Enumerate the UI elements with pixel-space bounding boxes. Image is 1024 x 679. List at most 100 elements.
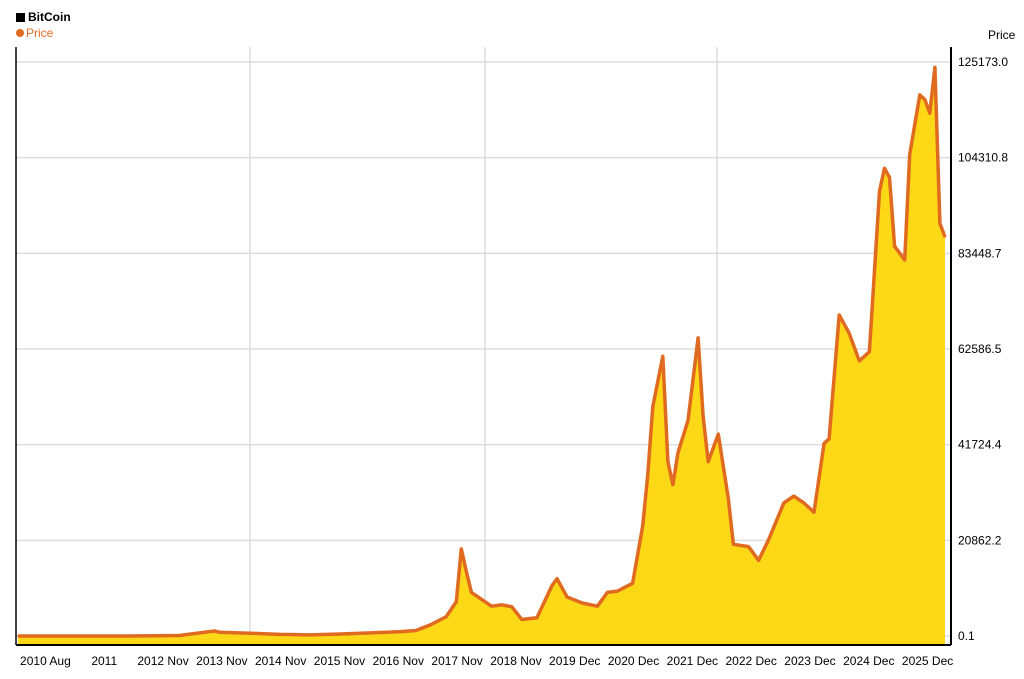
price-point [707,460,709,463]
x-tick-label: 2022 Dec [725,654,776,668]
price-point [823,442,825,445]
price-point [178,634,181,637]
price-point [667,460,669,463]
price-point [279,633,281,636]
legend-title: BitCoin [28,10,71,24]
price-point [551,584,553,587]
price-point [747,545,750,548]
x-tick-label: 2014 Nov [255,654,306,668]
price-point [878,190,881,192]
price-point [415,629,417,632]
x-tick-label: 2019 Dec [549,654,600,668]
price-point [929,112,931,115]
price-point [470,591,473,594]
price-point [128,635,130,637]
price-area [18,67,945,645]
price-point [369,632,372,634]
chart-legend: BitCoin Price [16,9,71,41]
price-point [445,615,448,618]
x-tick-label: 2016 Nov [373,654,424,668]
price-point [868,350,871,353]
legend-square-icon [16,12,25,22]
price-point [520,618,523,621]
price-point [566,596,568,598]
price-point [939,222,941,225]
x-tick-label: 2025 Dec [902,654,953,668]
price-point [672,483,674,486]
price-point [944,236,946,238]
price-point [465,571,468,573]
price-point [430,623,432,626]
y-tick-label: 104310.8 [958,151,1008,165]
price-point [838,314,840,316]
price-point [651,405,654,408]
price-point [400,630,402,633]
price-point [803,502,805,504]
price-point [908,153,911,156]
price-point [677,451,679,454]
price-point [510,605,513,608]
price-point [924,98,926,101]
price-point [782,502,785,504]
price-point [757,559,760,562]
price-point [213,630,216,632]
price-point [631,582,634,585]
x-tick-label: 2011 [91,654,117,668]
y-tick-label: 83448.7 [958,246,1002,260]
price-point [903,259,906,261]
price-point [536,616,538,619]
price-point [646,474,649,477]
price-point [858,360,861,362]
price-point [687,419,689,422]
price-point [813,511,815,513]
x-tick-label: 2023 Dec [784,654,835,668]
legend-series-label: Price [26,26,54,40]
y-axis-title: Price [988,28,1016,42]
price-point [828,438,830,440]
y-tick-label: 62586.5 [958,342,1002,356]
price-point [339,633,342,635]
price-point [17,635,19,637]
price-point [616,590,619,592]
price-point [888,176,891,179]
price-point [793,495,795,497]
price-point [500,604,503,606]
y-tick-label: 125173.0 [958,55,1008,69]
x-tick-label: 2024 Dec [843,654,894,668]
price-point [883,167,886,170]
price-point [732,543,735,546]
legend-series-row: Price [16,25,71,41]
price-point [918,94,921,96]
price-point [581,602,584,604]
price-point [556,577,558,580]
price-point [596,605,599,607]
x-tick-label: 2020 Dec [608,654,659,668]
x-tick-label: 2021 Dec [667,654,718,668]
price-point [67,635,70,637]
price-point [727,497,730,500]
y-tick-label: 41724.4 [958,438,1002,452]
y-tick-label: 0.1 [958,629,975,643]
legend-dot-icon [16,29,24,37]
price-point [455,600,458,603]
x-tick-label: 2017 Nov [431,654,482,668]
x-tick-label: 2015 Nov [314,654,365,668]
x-tick-label: 2010 Aug [20,654,71,668]
price-point [848,332,851,335]
price-point [662,355,664,358]
price-point [767,538,770,541]
price-point [697,337,699,339]
price-point [893,245,896,248]
x-tick-label: 2018 Nov [490,654,541,668]
price-point [309,634,311,636]
price-point [606,591,609,594]
legend-title-row: BitCoin [16,9,71,25]
price-line [18,65,947,638]
x-tick-label: 2012 Nov [137,654,188,668]
price-point [702,415,704,417]
price-point [460,548,463,550]
price-point [218,631,221,634]
y-tick-label: 20862.2 [958,533,1002,547]
price-point [641,525,644,527]
